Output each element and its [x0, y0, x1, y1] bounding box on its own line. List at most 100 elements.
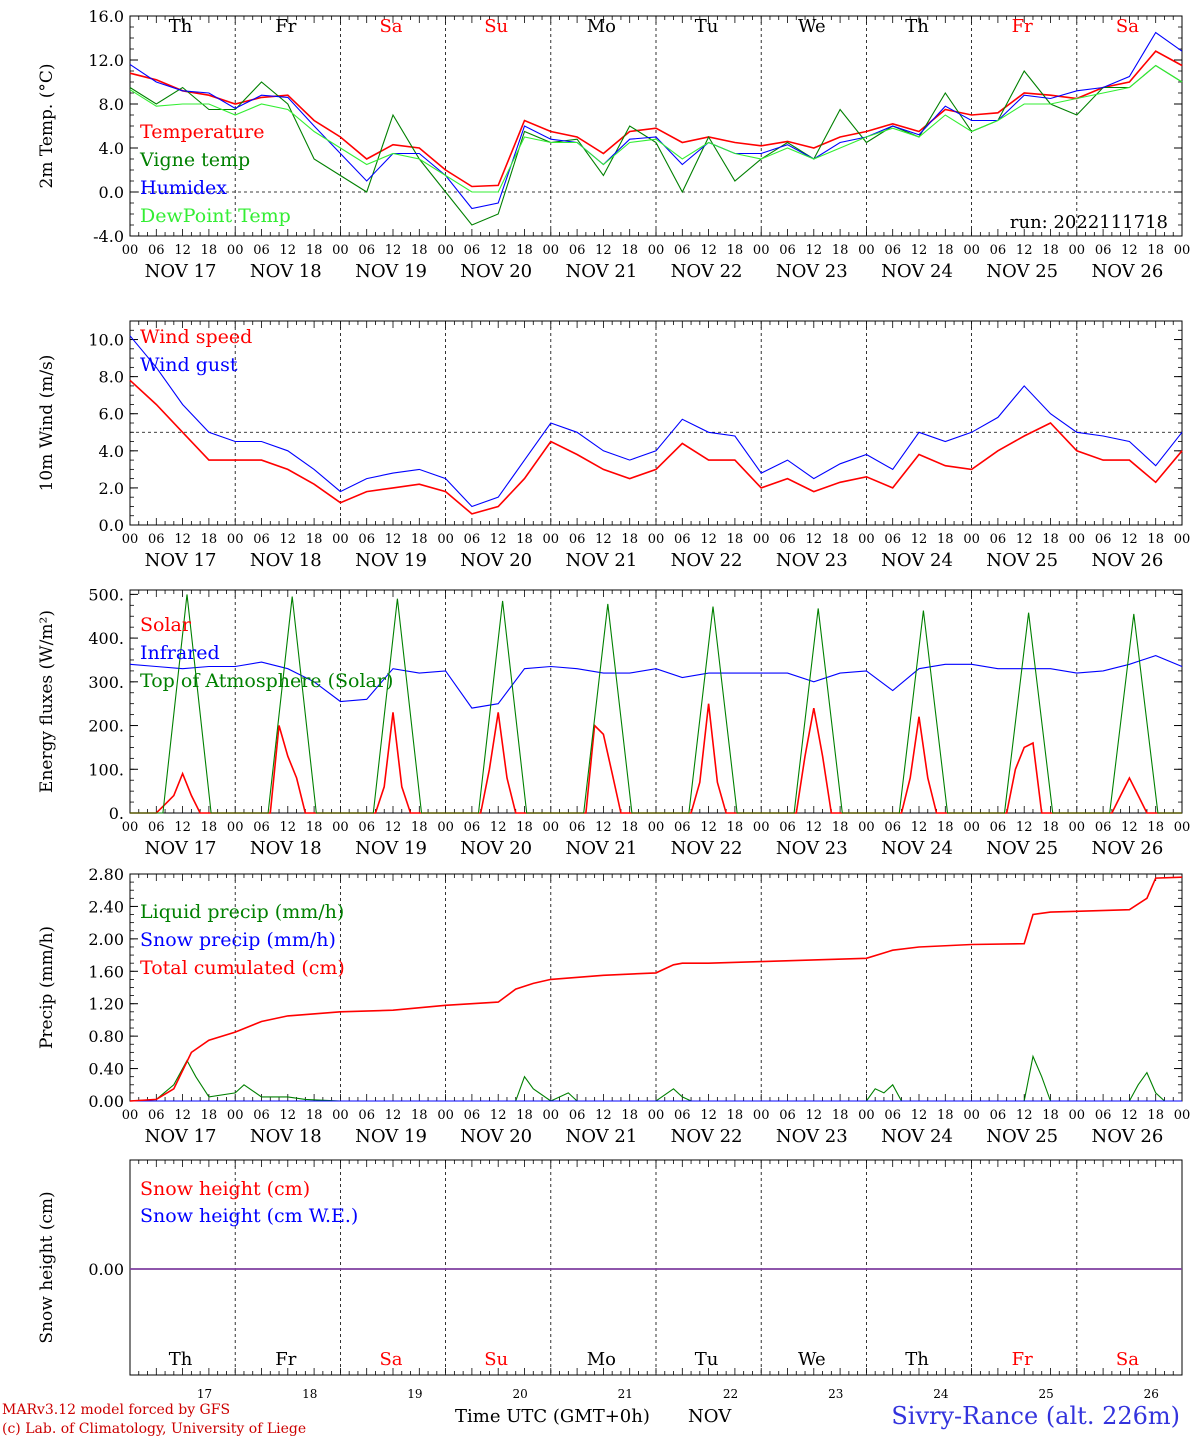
hour-tick-label: 00	[1069, 243, 1086, 258]
day-number-label: 22	[723, 1387, 738, 1401]
hour-tick-label: 12	[490, 243, 507, 258]
hour-tick-label: 18	[621, 532, 638, 547]
hour-tick-label: 12	[595, 1108, 612, 1123]
hour-tick-label: 00	[963, 1108, 980, 1123]
hour-tick-label: 00	[437, 532, 454, 547]
date-label: NOV 21	[565, 1126, 637, 1147]
hour-tick-label: 12	[490, 1108, 507, 1123]
hour-tick-label: 12	[385, 243, 402, 258]
hour-tick-label: 06	[253, 243, 270, 258]
hour-tick-label: 06	[990, 820, 1007, 835]
day-number-label: 23	[828, 1387, 843, 1401]
panel-frame	[129, 589, 1183, 814]
model-credit: MARv3.12 model forced by GFS	[2, 1402, 231, 1418]
date-label: NOV 17	[145, 550, 217, 571]
y-tick-label: 2.40	[88, 897, 124, 916]
hour-tick-label: 00	[648, 243, 665, 258]
hour-tick-label: 18	[1042, 1108, 1059, 1123]
date-label: NOV 18	[250, 1126, 322, 1147]
day-number-label: 25	[1038, 1387, 1053, 1401]
hour-tick-label: 12	[595, 243, 612, 258]
hour-tick-label: 18	[411, 1108, 428, 1123]
date-label: NOV 19	[355, 838, 427, 859]
hour-tick-label: 18	[937, 1108, 954, 1123]
y-tick-label: 300.	[88, 673, 124, 692]
date-label: NOV 20	[460, 550, 532, 571]
hour-tick-label: 00	[753, 820, 770, 835]
hour-tick-label: 18	[832, 243, 849, 258]
hour-tick-label: 06	[464, 243, 481, 258]
hour-tick-label: 12	[911, 1108, 928, 1123]
date-label: NOV 21	[565, 261, 637, 282]
station-name: Sivry-Rance (alt. 226m)	[891, 1402, 1180, 1430]
series-line-dewpoint-temp	[129, 64, 1183, 193]
weekday-label-top: Sa	[1116, 16, 1139, 37]
hour-tick-label: 12	[280, 532, 297, 547]
hour-tick-label: 00	[1174, 1108, 1191, 1123]
date-label: NOV 21	[565, 550, 637, 571]
date-label: NOV 23	[776, 1126, 848, 1147]
date-label: NOV 17	[145, 1126, 217, 1147]
hour-tick-label: 18	[411, 820, 428, 835]
hour-tick-label: 00	[543, 243, 560, 258]
legend-entry: Infrared	[140, 642, 220, 664]
hour-tick-label: 18	[1042, 532, 1059, 547]
day-number-label: 21	[618, 1387, 633, 1401]
y-tick-label: 4.0	[99, 442, 124, 461]
hour-tick-label: 06	[674, 243, 691, 258]
hour-tick-label: 00	[1069, 820, 1086, 835]
hour-tick-label: 12	[1121, 820, 1138, 835]
hour-tick-label: 12	[490, 820, 507, 835]
hour-tick-label: 00	[858, 532, 875, 547]
y-tick-label: 0.0	[99, 183, 124, 202]
date-label: NOV 25	[986, 838, 1058, 859]
hour-tick-label: 18	[306, 1108, 323, 1123]
hour-tick-label: 12	[1121, 1108, 1138, 1123]
hour-tick-label: 12	[1016, 820, 1033, 835]
hour-tick-label: 00	[122, 532, 139, 547]
hour-tick-label: 18	[832, 1108, 849, 1123]
hour-tick-label: 06	[569, 1108, 586, 1123]
y-tick-label: 2.0	[99, 479, 124, 498]
hour-tick-label: 00	[543, 532, 560, 547]
hour-tick-label: 06	[990, 243, 1007, 258]
hour-tick-label: 12	[1016, 532, 1033, 547]
y-tick-label: 0.0	[99, 516, 124, 535]
hour-tick-label: 18	[306, 243, 323, 258]
hour-tick-label: 18	[1147, 243, 1164, 258]
weekday-label-top: Th	[169, 16, 193, 37]
legend-entry: Vigne temp	[139, 149, 250, 171]
hour-tick-label: 00	[122, 243, 139, 258]
hour-tick-label: 06	[358, 1108, 375, 1123]
hour-tick-label: 00	[858, 243, 875, 258]
hour-tick-label: 18	[937, 820, 954, 835]
hour-tick-label: 00	[122, 820, 139, 835]
y-tick-label: 1.60	[88, 962, 124, 981]
hour-tick-label: 06	[674, 1108, 691, 1123]
hour-tick-label: 06	[884, 1108, 901, 1123]
hour-tick-label: 06	[674, 532, 691, 547]
hour-tick-label: 12	[1121, 532, 1138, 547]
hour-tick-label: 06	[464, 1108, 481, 1123]
y-axis-label: Energy fluxes (W/m²)	[37, 610, 57, 793]
hour-tick-label: 00	[648, 1108, 665, 1123]
hour-tick-label: 12	[1121, 243, 1138, 258]
hour-tick-label: 06	[779, 532, 796, 547]
day-number-label: 17	[197, 1387, 212, 1401]
hour-tick-label: 06	[148, 532, 165, 547]
lab-credit: (c) Lab. of Climatology, University of L…	[2, 1421, 307, 1437]
hour-tick-label: 12	[911, 820, 928, 835]
hour-tick-label: 12	[280, 1108, 297, 1123]
legend-entry: Snow height (cm W.E.)	[140, 1205, 358, 1227]
date-label: NOV 20	[460, 838, 532, 859]
hour-tick-label: 00	[963, 820, 980, 835]
weekday-label-top: Tu	[695, 16, 719, 37]
date-label: NOV 17	[145, 838, 217, 859]
hour-tick-label: 18	[306, 820, 323, 835]
hour-tick-label: 00	[648, 532, 665, 547]
weekday-label-bottom: Fr	[275, 1349, 296, 1370]
y-tick-label: 10.0	[88, 331, 124, 350]
date-label: NOV 26	[1091, 1126, 1163, 1147]
date-label: NOV 22	[671, 838, 743, 859]
